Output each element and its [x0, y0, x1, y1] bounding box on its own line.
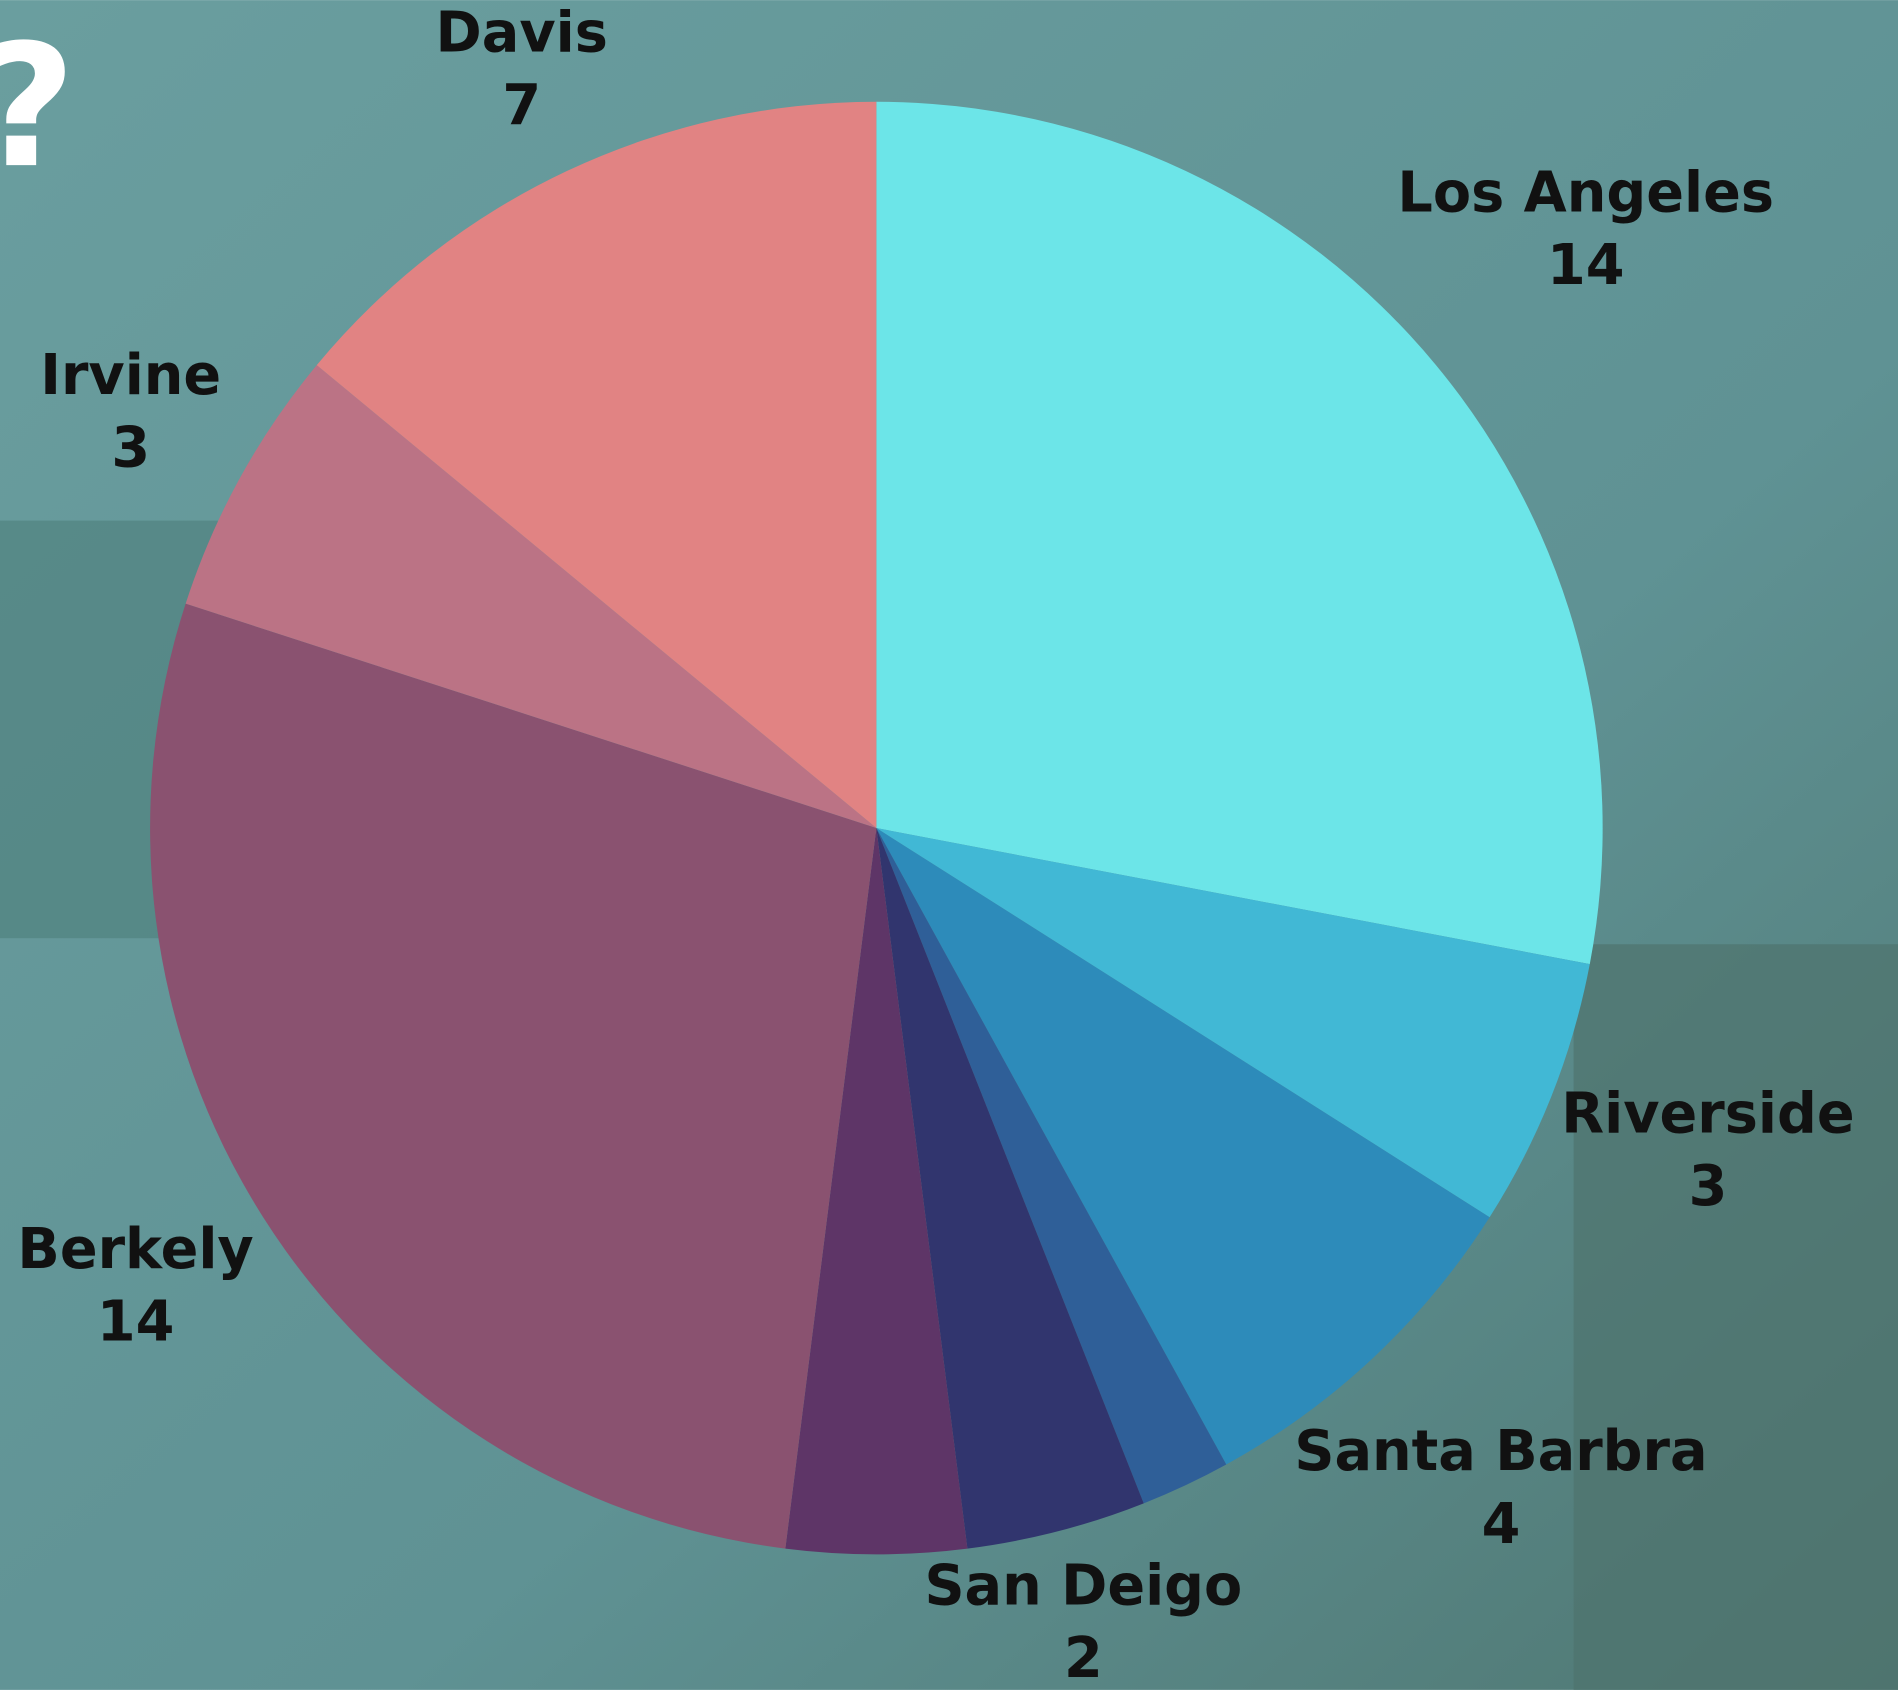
slice-label: San Deigo: [924, 1554, 1242, 1619]
value-label: 2: [1064, 1626, 1103, 1690]
slice-label: Davis: [436, 1, 608, 66]
value-label: 14: [97, 1290, 174, 1355]
value-label: 14: [1547, 233, 1624, 298]
slice-label: Riverside: [1561, 1081, 1854, 1146]
slice-label: Los Angeles: [1397, 160, 1774, 225]
slice-label: Berkely: [17, 1217, 253, 1282]
chart: ? Los Angeles 14 Riverside 3 Santa Barbra 4 Sa…: [0, 0, 1898, 1690]
slice-label: Irvine: [40, 343, 221, 408]
value-label: 3: [1689, 1154, 1728, 1219]
value-label: 4: [1482, 1492, 1521, 1557]
value-label: 3: [111, 416, 150, 481]
wall-panel: [1574, 944, 1898, 1690]
title: ?: [0, 8, 76, 205]
value-label: 7: [502, 73, 541, 138]
slice-label: Santa Barbra: [1294, 1419, 1707, 1484]
